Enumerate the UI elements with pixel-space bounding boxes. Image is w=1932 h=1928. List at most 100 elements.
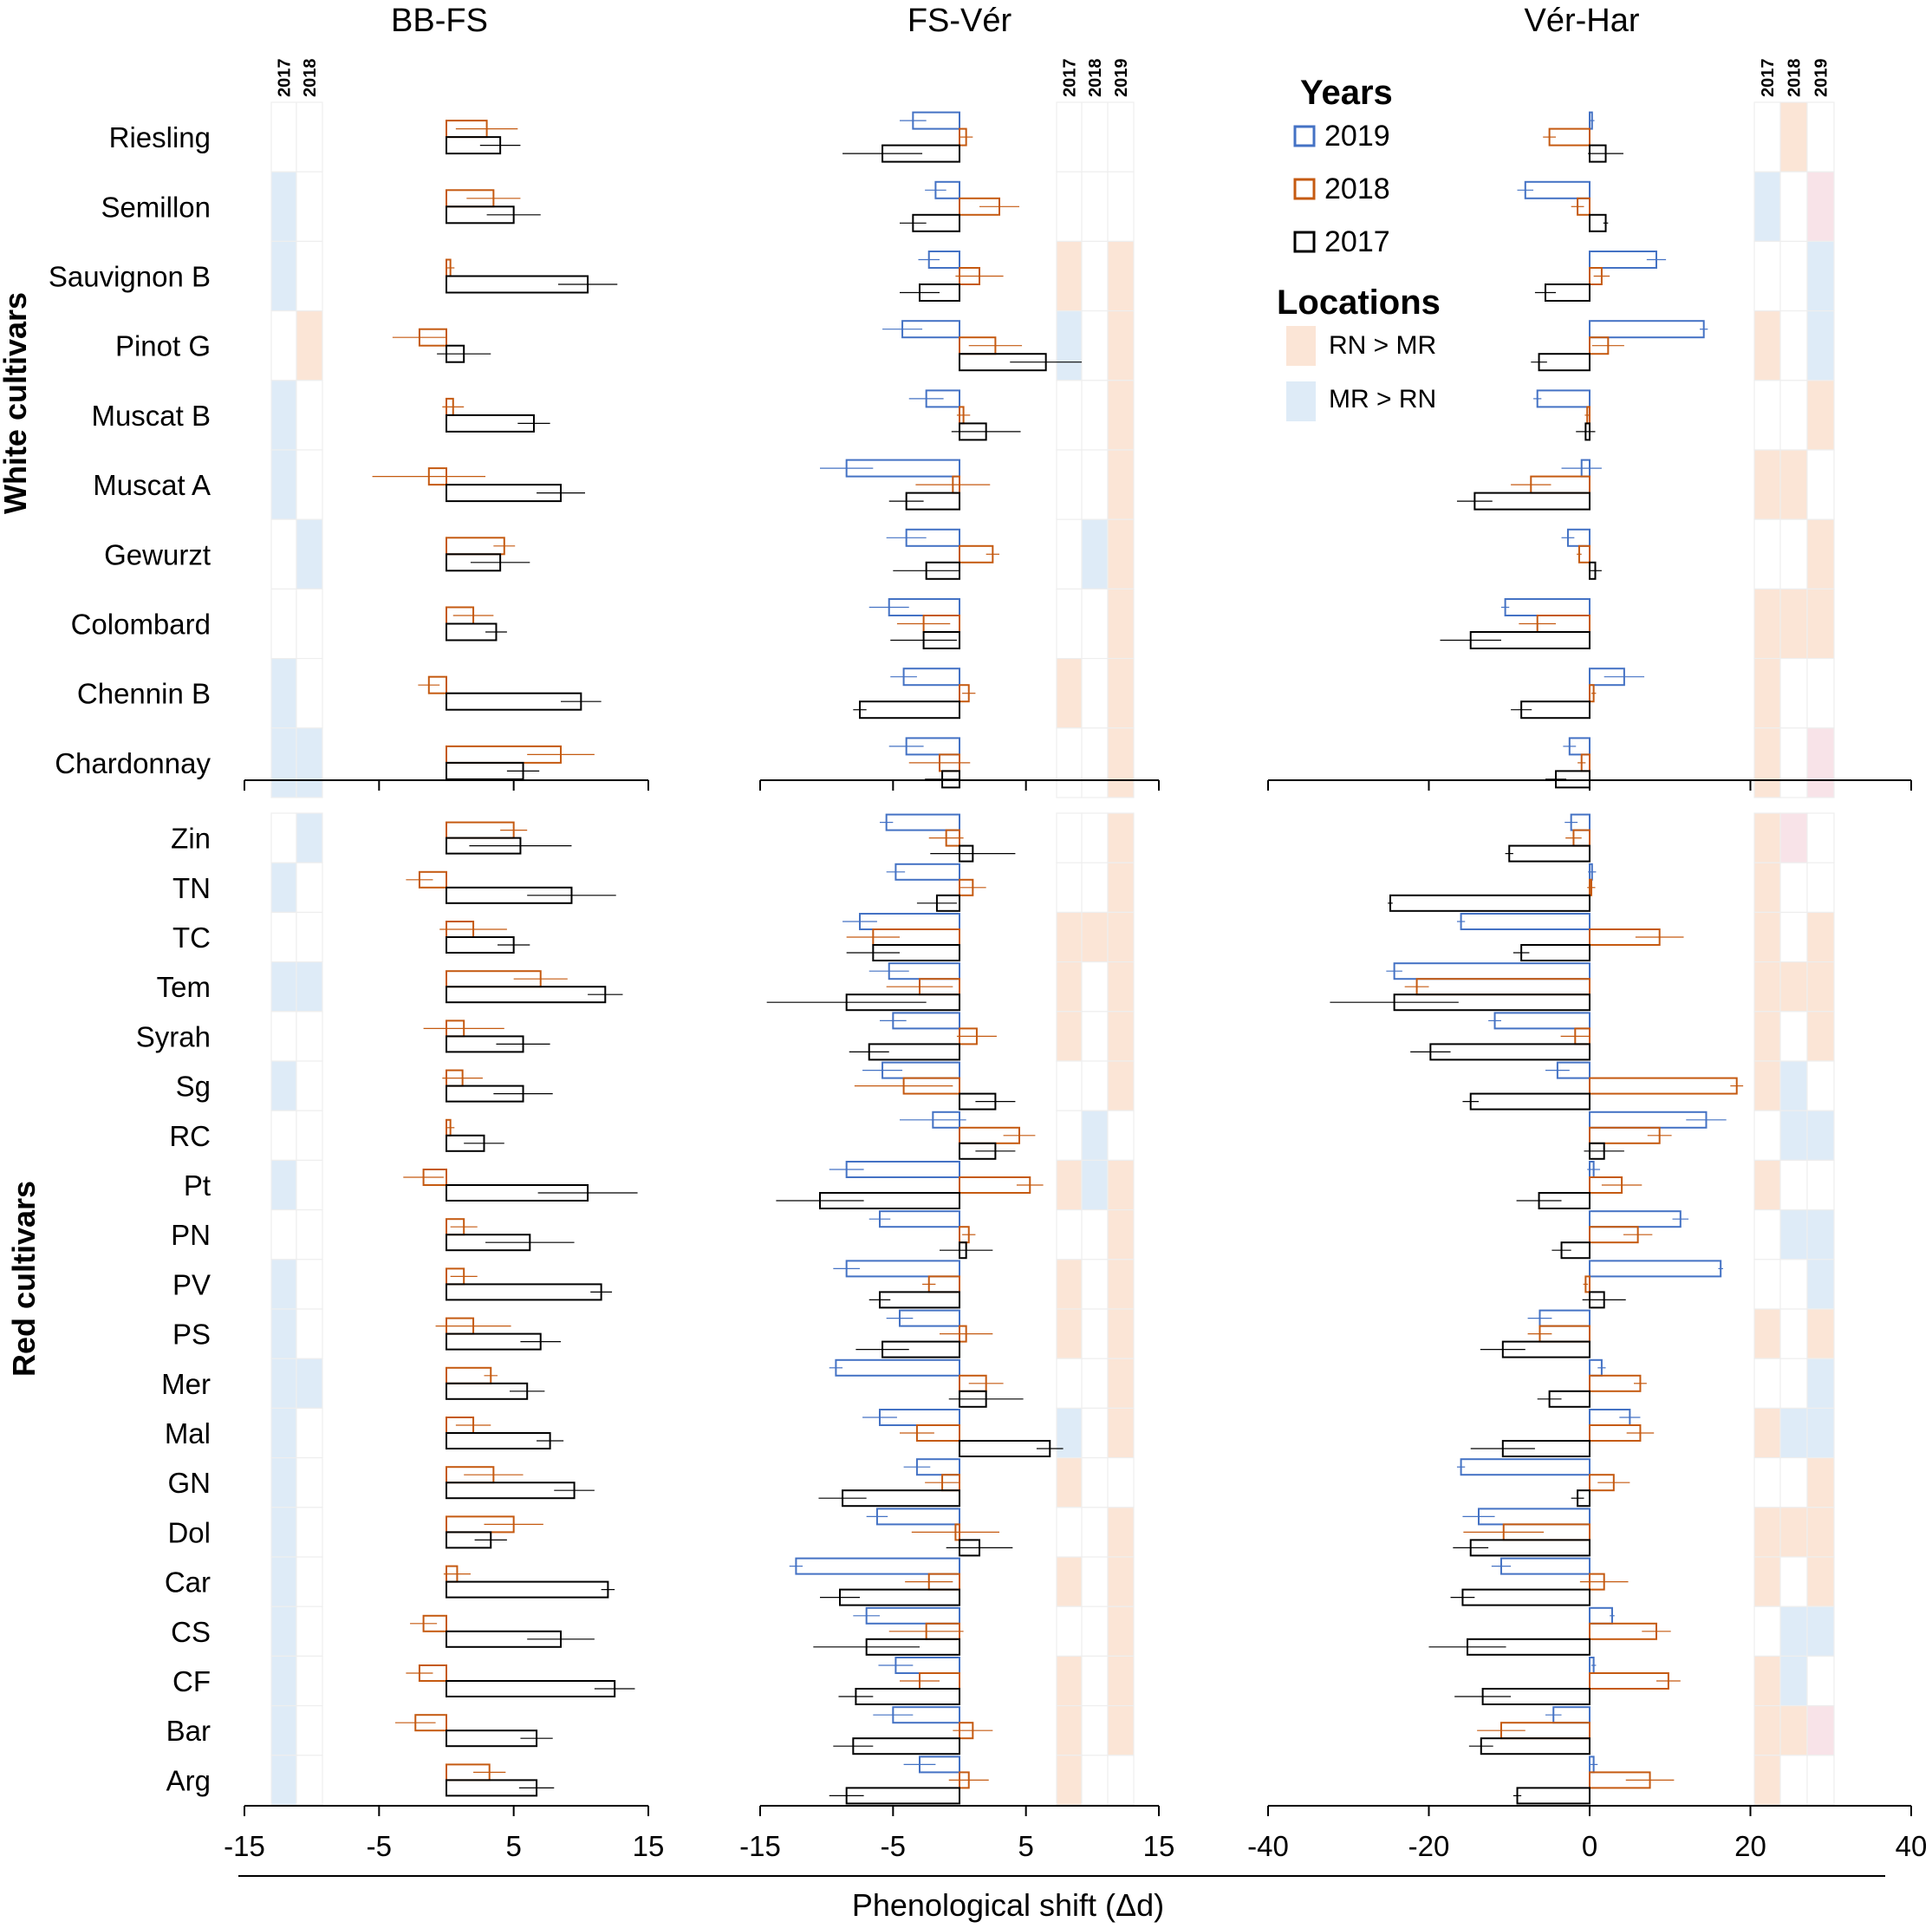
heatmap-cell-bb-fs-white-2017	[270, 240, 297, 312]
heatmap-cell-fs-v-r-white-2018	[1081, 240, 1109, 312]
heatmap-cell-v-r-har-red-2018	[1779, 1110, 1808, 1161]
heatmap-cell-v-r-har-red-2017	[1753, 1259, 1781, 1310]
heatmap-cell-fs-v-r-red-2019	[1107, 1060, 1135, 1111]
heatmap-cell-fs-v-r-red-2018	[1081, 1507, 1109, 1558]
heatmap-cell-v-r-har-red-2018	[1779, 862, 1808, 914]
heatmap-cell-bb-fs-red-2017	[270, 1259, 297, 1310]
heatmap-cell-v-r-har-red-2017	[1753, 1507, 1781, 1558]
heatmap-cell-fs-v-r-white-2017	[1056, 588, 1083, 660]
heatmap-cell-v-r-har-white-2017	[1753, 657, 1781, 729]
bar-v-r-har-red-2017	[1520, 944, 1590, 961]
legend-2019-swatch	[1293, 125, 1316, 147]
heatmap-cell-fs-v-r-red-2019	[1107, 1208, 1135, 1260]
heatmap-cell-v-r-har-red-2019	[1806, 862, 1835, 914]
heatmap-cell-bb-fs-red-2017	[270, 1110, 297, 1161]
heatmap-cell-fs-v-r-white-2017	[1056, 380, 1083, 451]
heatmap-cell-bb-fs-red-2018	[296, 1556, 323, 1607]
heatmap-cell-bb-fs-red-2017	[270, 1208, 297, 1260]
bar-fs-v-r-red-2019	[795, 1557, 961, 1575]
heatmap-cell-v-r-har-white-2018	[1779, 240, 1808, 312]
heatmap-cell-fs-v-r-red-2018	[1081, 1358, 1109, 1409]
heatmap-cell-fs-v-r-white-2018	[1081, 727, 1109, 798]
bar-fs-v-r-red-2019	[879, 1210, 960, 1228]
heatmap-cell-fs-v-r-white-2017	[1056, 240, 1083, 312]
x-tick-label-fs-v-r: 5	[1018, 1830, 1033, 1862]
heatmap-cell-v-r-har-white-2019	[1806, 588, 1835, 660]
heatmap-cell-fs-v-r-red-2019	[1107, 1159, 1135, 1211]
heatmap-cell-fs-v-r-red-2019	[1107, 862, 1135, 914]
heatmap-cell-v-r-har-white-2019	[1806, 171, 1835, 242]
heatmap-cell-v-r-har-red-2019	[1806, 911, 1835, 963]
bar-v-r-har-red-2018	[1415, 978, 1591, 996]
heatmap-cell-bb-fs-red-2017	[270, 812, 297, 863]
category-label-red: Bar	[166, 1715, 211, 1747]
heatmap-cell-v-r-har-white-2017	[1753, 449, 1781, 520]
bar-fs-v-r-red-2017	[879, 1291, 960, 1309]
heatmap-cell-v-r-har-red-2017	[1753, 1308, 1781, 1359]
heatmap-cell-bb-fs-red-2017	[270, 1308, 297, 1359]
heatmap-cell-bb-fs-white-2018	[296, 588, 323, 660]
heatmap-cell-fs-v-r-red-2018	[1081, 1011, 1109, 1062]
heatmap-cell-v-r-har-red-2018	[1779, 1159, 1808, 1211]
category-label-red: RC	[169, 1120, 211, 1152]
category-label-white: Riesling	[109, 121, 211, 153]
heatmap-year-label-v-r-har-2018: 2018	[1786, 59, 1805, 98]
heatmap-cell-fs-v-r-red-2017	[1056, 862, 1083, 914]
category-label-red: PS	[172, 1319, 211, 1351]
bar-v-r-har-white-2019	[1589, 251, 1657, 269]
heatmap-cell-fs-v-r-red-2018	[1081, 1208, 1109, 1260]
heatmap-cell-fs-v-r-white-2018	[1081, 449, 1109, 520]
heatmap-cell-v-r-har-red-2018	[1779, 812, 1808, 863]
heatmap-cell-v-r-har-red-2018	[1779, 1507, 1808, 1558]
heatmap-cell-bb-fs-white-2018	[296, 449, 323, 520]
heatmap-cell-fs-v-r-red-2019	[1107, 812, 1135, 863]
heatmap-cell-fs-v-r-red-2019	[1107, 1704, 1135, 1756]
bar-v-r-har-red-2017	[1469, 1539, 1590, 1557]
category-label-white: Chennin B	[77, 678, 211, 710]
heatmap-cell-bb-fs-red-2018	[296, 1011, 323, 1062]
heatmap-cell-fs-v-r-red-2017	[1056, 1606, 1083, 1657]
heatmap-cell-fs-v-r-white-2019	[1107, 380, 1135, 451]
heatmap-cell-v-r-har-red-2018	[1779, 1060, 1808, 1111]
heatmap-cell-v-r-har-red-2019	[1806, 812, 1835, 863]
category-label-red: Dol	[167, 1516, 211, 1548]
heatmap-year-label-v-r-har-2019: 2019	[1812, 59, 1831, 98]
heatmap-cell-fs-v-r-red-2019	[1107, 911, 1135, 963]
heatmap-cell-fs-v-r-red-2017	[1056, 1208, 1083, 1260]
heatmap-cell-bb-fs-red-2018	[296, 1208, 323, 1260]
category-label-white: Semillon	[101, 191, 211, 223]
legend-years-title: Years	[1300, 74, 1393, 112]
heatmap-cell-bb-fs-red-2018	[296, 1655, 323, 1707]
heatmap-cell-bb-fs-white-2017	[270, 101, 297, 173]
x-tick-label-bb-fs: -15	[224, 1830, 265, 1862]
heatmap-cell-bb-fs-red-2017	[270, 911, 297, 963]
heatmap-cell-bb-fs-red-2017	[270, 1704, 297, 1756]
heatmap-cell-fs-v-r-white-2019	[1107, 449, 1135, 520]
category-label-red: CF	[172, 1665, 211, 1697]
heatmap-cell-bb-fs-red-2018	[296, 911, 323, 963]
heatmap-cell-fs-v-r-white-2018	[1081, 518, 1109, 590]
heatmap-cell-fs-v-r-white-2018	[1081, 171, 1109, 242]
bar-v-r-har-white-2019	[1589, 320, 1705, 339]
heatmap-cell-v-r-har-white-2017	[1753, 588, 1781, 660]
heatmap-cell-fs-v-r-white-2019	[1107, 101, 1135, 173]
heatmap-cell-fs-v-r-red-2019	[1107, 1655, 1135, 1707]
heatmap-cell-bb-fs-white-2017	[270, 310, 297, 381]
heatmap-cell-bb-fs-red-2018	[296, 1060, 323, 1111]
bar-v-r-har-red-2017	[1516, 1787, 1591, 1805]
heatmap-cell-fs-v-r-white-2019	[1107, 657, 1135, 729]
category-label-red: Mer	[161, 1368, 211, 1400]
category-label-red: TC	[172, 922, 211, 954]
heatmap-cell-bb-fs-red-2018	[296, 862, 323, 914]
heatmap-cell-fs-v-r-white-2018	[1081, 588, 1109, 660]
heatmap-cell-fs-v-r-white-2018	[1081, 310, 1109, 381]
bar-v-r-har-white-2019	[1504, 598, 1591, 616]
heatmap-cell-v-r-har-red-2019	[1806, 1308, 1835, 1359]
heatmap-cell-fs-v-r-white-2018	[1081, 657, 1109, 729]
heatmap-cell-fs-v-r-red-2019	[1107, 1556, 1135, 1607]
x-tick-label-fs-v-r: -15	[739, 1830, 781, 1862]
bar-fs-v-r-red-2019	[835, 1358, 961, 1377]
heatmap-cell-bb-fs-red-2017	[270, 1655, 297, 1707]
heatmap-cell-fs-v-r-red-2018	[1081, 1110, 1109, 1161]
heatmap-cell-v-r-har-red-2019	[1806, 1110, 1835, 1161]
